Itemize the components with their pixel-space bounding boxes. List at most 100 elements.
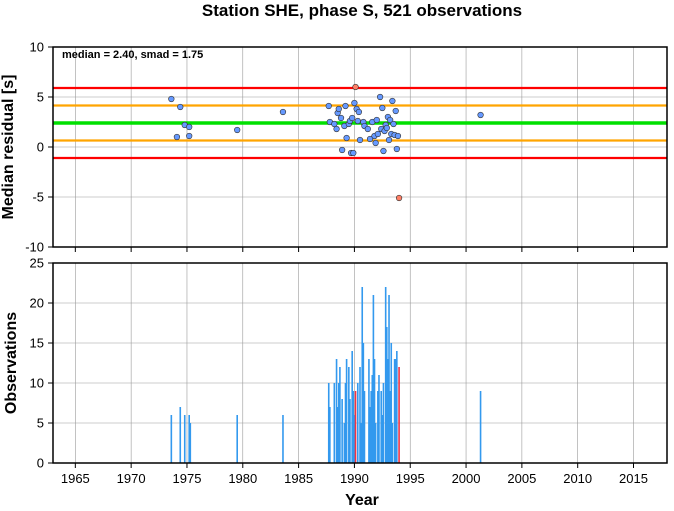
observation-bar	[345, 359, 348, 463]
x-tick-label: 1995	[396, 471, 425, 486]
x-tick-label: 2010	[563, 471, 592, 486]
x-tick-label: 1970	[117, 471, 146, 486]
y-tick-label: 0	[37, 140, 44, 155]
residual-point	[325, 102, 332, 110]
observation-bar	[353, 415, 356, 463]
observation-bar	[388, 295, 390, 463]
observation-bar	[337, 383, 340, 463]
observation-bar	[370, 391, 372, 463]
observation-bar	[236, 415, 238, 463]
observation-bar	[368, 359, 370, 463]
observation-bar	[348, 367, 350, 463]
observation-bar	[396, 351, 398, 463]
y-tick-label: -5	[32, 190, 44, 205]
observation-bar	[387, 359, 389, 463]
residual-point	[373, 116, 380, 124]
observations-panel: 0 5 10 15 20 25 1965 1970 1975 1980 1985 1990 1995 2…	[3, 256, 668, 509]
x-tick-label: 2000	[452, 471, 481, 486]
residual-point	[372, 139, 379, 147]
observation-bar	[183, 415, 186, 463]
y-tick-label: -10	[25, 240, 44, 255]
residual-point	[356, 136, 364, 144]
observation-bar	[389, 391, 391, 463]
residual-point	[374, 130, 381, 138]
y-tick-label: 0	[37, 456, 44, 471]
residual-point	[355, 108, 362, 116]
y-tick-label: 10	[30, 40, 44, 55]
observation-bar	[369, 407, 371, 463]
observation-bar	[351, 351, 353, 463]
residual-point	[477, 111, 484, 119]
observation-bar	[385, 327, 388, 463]
residual-point	[343, 134, 350, 142]
observation-bar	[380, 391, 383, 463]
residual-x-ticks	[74, 247, 635, 252]
residual-y-ticks: -10 -5 0 5 10	[25, 40, 53, 255]
x-tick-label: 2015	[619, 471, 648, 486]
observation-bar	[372, 295, 375, 463]
y-tick-label: 5	[37, 416, 44, 431]
observation-bar	[384, 287, 387, 463]
observation-bar	[391, 423, 394, 463]
residual-point	[354, 117, 361, 125]
observations-plot-frame	[52, 262, 668, 464]
observation-bar	[374, 423, 377, 463]
residual-point	[393, 145, 400, 153]
y-tick-label: 10	[30, 376, 44, 391]
observation-bar	[362, 343, 365, 463]
x-tick-label: 1985	[284, 471, 313, 486]
observation-bar	[377, 391, 379, 463]
residual-y-axis-label: Median residual [s]	[0, 75, 17, 220]
statistics-annotation: median = 2.40, smad = 1.75	[62, 49, 203, 61]
observation-bar	[394, 359, 397, 463]
observation-bar	[336, 407, 339, 463]
residual-point	[390, 120, 397, 128]
observation-bar	[341, 399, 343, 463]
observation-bar	[363, 391, 366, 463]
residual-point	[352, 83, 359, 91]
observations-y-ticks: 0 5 10 15 20 25	[30, 256, 53, 471]
observation-bar	[390, 343, 393, 463]
observations-x-ticks: 1965 1970 1975 1980 1985 1990 1995 2000 2005 2010…	[61, 463, 648, 486]
x-tick-label: 1980	[228, 471, 257, 486]
observation-bar	[327, 383, 330, 463]
observation-bar	[344, 383, 347, 463]
residual-point	[383, 124, 390, 132]
residual-point	[331, 120, 338, 128]
observations-bars	[170, 287, 482, 463]
x-tick-label: 1965	[61, 471, 90, 486]
observation-bar	[373, 359, 376, 463]
residual-point	[380, 147, 387, 155]
residual-point	[279, 108, 287, 116]
residual-point	[349, 114, 356, 122]
y-tick-label: 15	[30, 336, 44, 351]
observation-bar	[360, 423, 362, 463]
observation-bar	[361, 287, 364, 463]
y-tick-label: 25	[30, 256, 44, 271]
observation-bar	[352, 391, 355, 463]
observation-bar	[189, 423, 192, 463]
observation-bar	[359, 367, 361, 463]
residual-point	[335, 105, 342, 113]
observation-bar	[393, 359, 396, 463]
observation-bar	[170, 415, 173, 463]
observation-bar	[335, 359, 338, 463]
x-axis-label: Year	[345, 492, 379, 509]
residual-point	[337, 114, 345, 122]
residual-point	[395, 194, 403, 202]
observation-bar	[349, 399, 351, 463]
residual-point	[339, 146, 346, 154]
residual-point	[342, 102, 349, 110]
observation-bar	[382, 383, 385, 463]
residual-point	[186, 132, 193, 140]
residual-point	[379, 104, 386, 112]
x-tick-label: 1975	[173, 471, 202, 486]
residual-point	[177, 103, 184, 111]
x-tick-label: 2005	[507, 471, 536, 486]
residual-point	[376, 93, 384, 101]
chart-title: Station SHE, phase S, 521 observations	[202, 1, 522, 20]
observation-bar	[371, 375, 374, 463]
residual-point	[168, 95, 175, 103]
observation-bar	[378, 375, 380, 463]
